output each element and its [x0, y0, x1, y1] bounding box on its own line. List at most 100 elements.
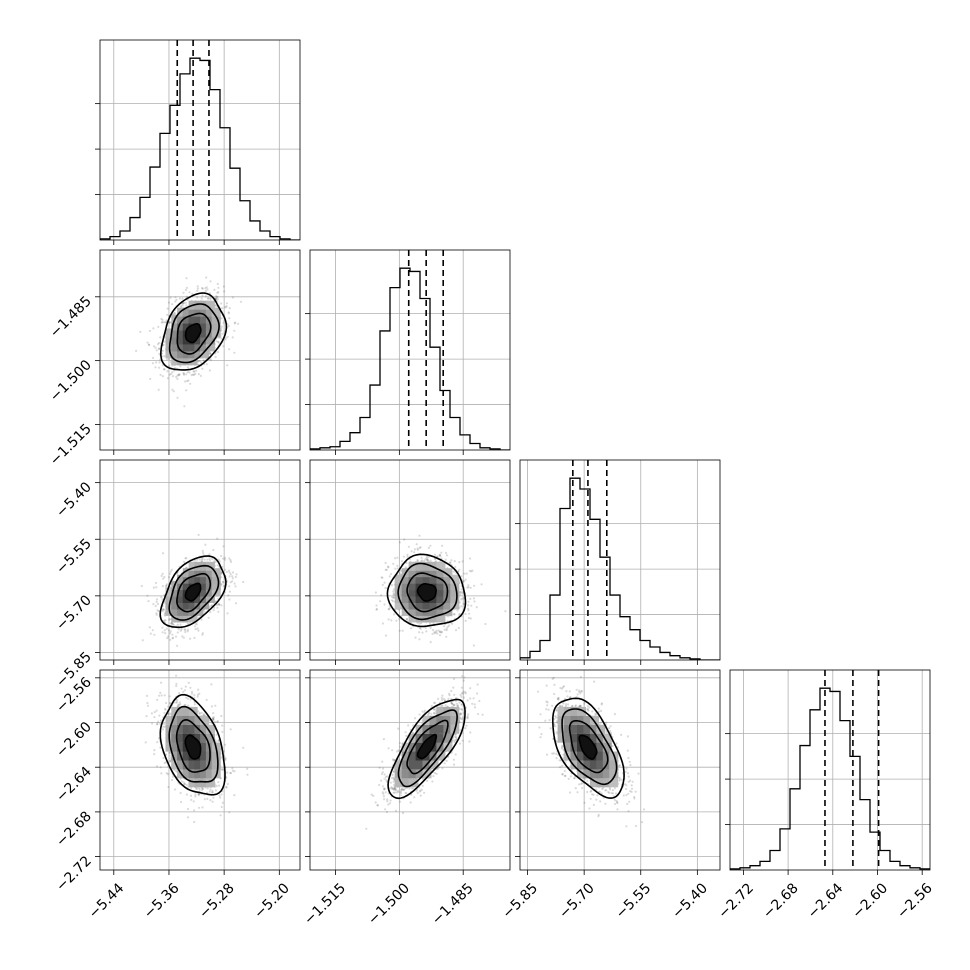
- sample-point: [234, 321, 237, 324]
- sample-point: [441, 544, 444, 547]
- sample-point: [581, 786, 584, 790]
- sample-point: [216, 564, 219, 567]
- sample-point: [217, 781, 220, 784]
- contour-line: [184, 323, 202, 344]
- density-cell: [205, 594, 215, 603]
- sample-point: [194, 625, 197, 628]
- density-cell: [205, 778, 215, 788]
- sample-point: [410, 627, 413, 630]
- sample-point: [183, 628, 186, 631]
- sample-point: [458, 561, 461, 564]
- sample-point: [424, 626, 427, 630]
- density-cell: [415, 724, 425, 734]
- sample-point: [225, 306, 228, 309]
- density-cell: [171, 335, 181, 345]
- sample-point: [224, 336, 227, 339]
- density-cell: [177, 594, 187, 603]
- sample-point: [208, 790, 211, 793]
- density-cell: [429, 613, 439, 623]
- contour-line: [168, 303, 220, 364]
- sample-point: [562, 753, 565, 756]
- sample-point: [440, 557, 443, 560]
- sample-point: [216, 606, 219, 609]
- sample-point: [591, 793, 594, 796]
- sample-point: [214, 297, 218, 300]
- sample-point: [631, 780, 634, 783]
- sample-point: [588, 807, 591, 810]
- density-cell: [177, 706, 187, 716]
- sample-point: [461, 718, 464, 721]
- sample-point: [196, 287, 199, 290]
- sample-point: [460, 717, 463, 721]
- sample-point: [231, 571, 235, 574]
- sample-point: [176, 377, 179, 380]
- sample-point: [196, 289, 199, 292]
- sample-point: [381, 785, 385, 788]
- density-cell: [177, 335, 187, 345]
- density-cell: [194, 342, 204, 352]
- sample-point: [186, 371, 189, 374]
- sample-point: [432, 701, 436, 704]
- sample-point: [177, 703, 180, 706]
- sample-point: [168, 321, 171, 324]
- sample-point: [179, 791, 182, 795]
- sample-point: [472, 644, 475, 647]
- sample-point: [431, 632, 434, 636]
- sample-point: [222, 285, 225, 288]
- sample-point: [441, 698, 444, 701]
- sample-point: [226, 782, 229, 786]
- sample-point: [555, 752, 558, 756]
- sample-point: [416, 547, 419, 550]
- sample-point: [171, 371, 174, 374]
- density-cell: [188, 778, 198, 788]
- sample-point: [167, 713, 170, 716]
- sample-point: [173, 312, 176, 315]
- sample-point: [429, 626, 432, 630]
- sample-point: [473, 706, 477, 709]
- sample-point: [459, 693, 462, 697]
- density-cell: [408, 561, 418, 571]
- sample-point: [545, 684, 548, 687]
- sample-point: [555, 757, 558, 760]
- sample-point: [198, 806, 201, 809]
- sample-point: [161, 375, 164, 378]
- density-cell: [200, 307, 210, 317]
- density-cell: [415, 561, 425, 571]
- density-cell: [429, 760, 439, 770]
- density-cell: [205, 307, 215, 317]
- sample-point: [147, 600, 150, 603]
- sample-point: [402, 788, 405, 791]
- sample-point: [181, 304, 184, 307]
- sample-point: [201, 287, 204, 290]
- sample-point: [383, 773, 386, 776]
- sample-point: [231, 767, 234, 770]
- sample-point: [460, 588, 463, 591]
- sample-point: [201, 549, 204, 553]
- sample-point: [614, 792, 618, 795]
- sample-point: [175, 701, 178, 704]
- sample-point: [462, 690, 465, 693]
- sample-point: [413, 548, 416, 551]
- sample-point: [382, 738, 385, 741]
- sample-point: [437, 697, 440, 701]
- sample-point: [217, 739, 220, 743]
- sample-point: [156, 722, 159, 726]
- density-cell: [200, 769, 210, 779]
- sample-point: [623, 783, 627, 786]
- sample-point: [171, 778, 174, 782]
- sample-point: [394, 787, 397, 790]
- sample-point: [154, 366, 157, 369]
- sample-point: [218, 603, 221, 606]
- sample-point: [372, 794, 375, 798]
- sample-point: [407, 545, 410, 548]
- sample-point: [144, 741, 147, 744]
- sample-point: [153, 345, 156, 348]
- sample-point: [173, 312, 176, 315]
- sample-point: [205, 698, 208, 702]
- sample-point: [439, 555, 442, 558]
- sample-point: [471, 702, 474, 705]
- sample-point: [365, 827, 368, 830]
- sample-point: [165, 627, 168, 630]
- density-cell: [182, 356, 192, 366]
- sample-point: [213, 606, 216, 609]
